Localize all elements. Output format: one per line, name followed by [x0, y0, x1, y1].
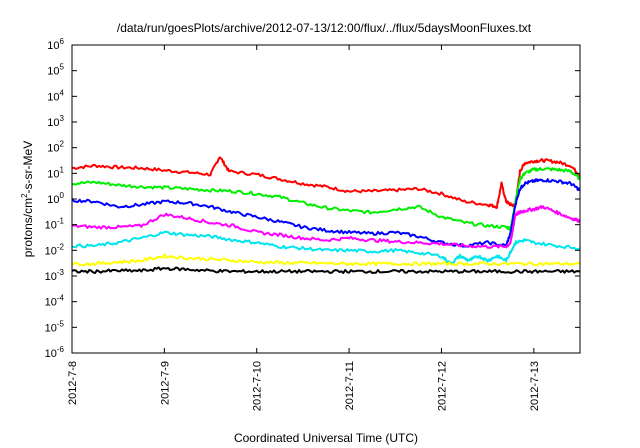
x-tick-label: 2012-7-9 [159, 361, 171, 405]
y-tick-label: 100 [47, 191, 64, 206]
x-tick-label: 2012-7-12 [436, 361, 448, 411]
y-tick-label-exp: 6 [60, 37, 65, 46]
y-tick-labels: 10-610-510-410-310-210-11001011021031041… [45, 37, 65, 360]
y-tick-label-exp: 3 [60, 114, 65, 123]
y-tick-label-base: 10 [47, 66, 59, 78]
series-line-5 [71, 230, 581, 266]
y-tick-label-base: 10 [47, 91, 59, 103]
y-tick-label-exp: -3 [57, 268, 65, 277]
x-tick-label: 2012-7-8 [67, 361, 79, 405]
series-line-7 [71, 266, 581, 274]
y-tick-label: 101 [47, 165, 64, 180]
y-tick-label: 102 [47, 140, 64, 155]
y-tick-label-base: 10 [47, 40, 59, 52]
y-tick-label-base: 10 [47, 117, 59, 129]
x-tick-label: 2012-7-13 [529, 361, 541, 411]
series-line-3 [71, 178, 581, 248]
y-tick-label: 105 [47, 63, 64, 78]
y-tick-label-exp: -4 [57, 294, 65, 303]
y-tick-label-exp: 4 [60, 88, 65, 97]
plot-frame [71, 44, 581, 354]
y-tick-label: 10-3 [45, 268, 65, 283]
y-tick-label-exp: -1 [57, 217, 65, 226]
y-axis-label-base: protons/cm [21, 198, 35, 257]
y-tick-label: 10-2 [45, 242, 65, 257]
y-tick-label-base: 10 [45, 322, 57, 334]
y-tick-label-base: 10 [45, 297, 57, 309]
series-line-6 [71, 253, 581, 267]
y-tick-label-base: 10 [47, 143, 59, 155]
x-tick-label: 2012-7-10 [252, 361, 264, 411]
y-tick-label-exp: 2 [60, 140, 65, 149]
y-tick-label-exp: -2 [57, 242, 65, 251]
y-tick-label-exp: 1 [60, 165, 65, 174]
y-axis-label: protons/cm2-s-sr-MeV [20, 141, 35, 257]
x-tick-label: 2012-7-11 [344, 361, 356, 410]
y-axis-label-exp: 2 [20, 193, 29, 198]
y-tick-label: 104 [47, 88, 64, 103]
y-tick-label-base: 10 [45, 348, 57, 360]
y-tick-label-base: 10 [47, 194, 59, 206]
y-tick-label-exp: 5 [60, 63, 65, 72]
series-line-2 [71, 167, 581, 231]
y-tick-label-exp: -5 [57, 319, 65, 328]
y-tick-label-base: 10 [45, 220, 57, 232]
y-tick-label: 103 [47, 114, 64, 129]
y-tick-label-base: 10 [45, 245, 57, 257]
series-layer [71, 156, 581, 274]
y-tick-label-exp: -6 [57, 345, 65, 354]
y-tick-label: 106 [47, 37, 64, 52]
y-tick-label-base: 10 [47, 168, 59, 180]
y-tick-label: 10-5 [45, 319, 65, 334]
ticks-layer [71, 44, 580, 354]
series-line-4 [71, 205, 581, 249]
series-line-1 [71, 156, 581, 209]
chart-title: /data/run/goesPlots/archive/2012-07-13/1… [117, 21, 532, 35]
y-tick-label: 10-4 [45, 294, 65, 309]
y-tick-label: 10-1 [45, 217, 65, 232]
y-tick-label-base: 10 [45, 271, 57, 283]
y-tick-label: 10-6 [45, 345, 65, 360]
y-axis-label-rest: -s-sr-MeV [21, 141, 35, 194]
y-tick-label-exp: 0 [60, 191, 65, 200]
x-tick-labels: 2012-7-8 2012-7-9 2012-7-10 2012-7-11 2012-7… [67, 361, 541, 411]
x-axis-label: Coordinated Universal Time (UTC) [234, 431, 418, 445]
